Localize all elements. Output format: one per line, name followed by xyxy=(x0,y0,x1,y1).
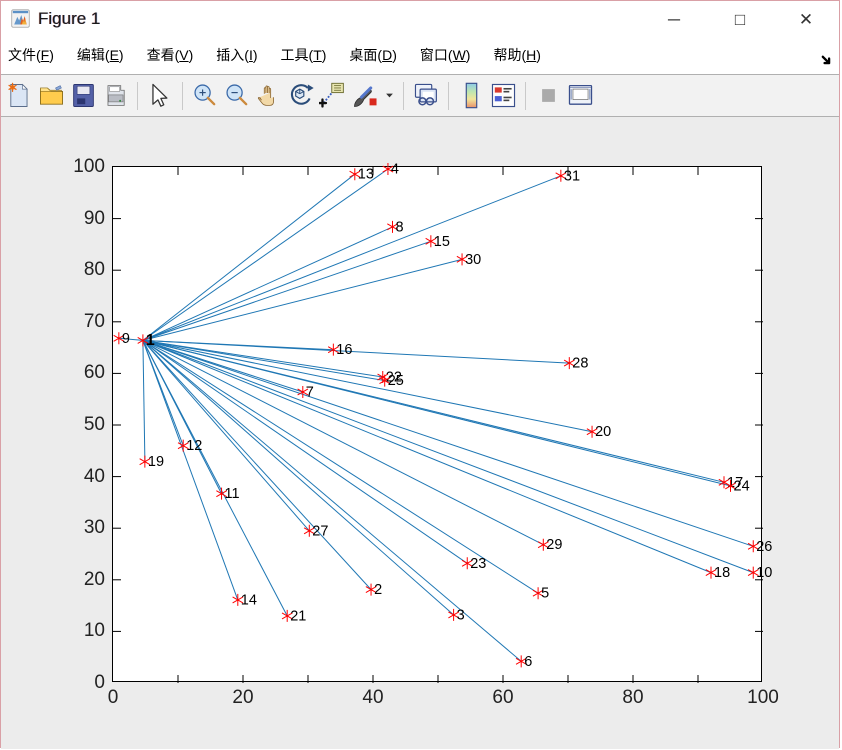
svg-text:3: 3 xyxy=(457,607,465,623)
svg-text:24: 24 xyxy=(734,478,750,494)
svg-text:20: 20 xyxy=(595,424,611,440)
svg-text:2: 2 xyxy=(374,582,382,598)
svg-text:25: 25 xyxy=(388,373,404,389)
svg-text:26: 26 xyxy=(756,539,772,555)
svg-text:30: 30 xyxy=(465,252,481,268)
svg-text:28: 28 xyxy=(572,356,588,372)
svg-text:31: 31 xyxy=(564,168,580,184)
svg-text:6: 6 xyxy=(524,654,532,670)
svg-text:15: 15 xyxy=(434,234,450,250)
svg-text:27: 27 xyxy=(312,523,328,539)
svg-text:1: 1 xyxy=(146,332,155,349)
svg-text:4: 4 xyxy=(391,162,399,178)
svg-text:16: 16 xyxy=(336,342,352,358)
svg-text:12: 12 xyxy=(186,438,202,454)
svg-text:10: 10 xyxy=(756,565,772,581)
svg-text:19: 19 xyxy=(148,454,164,470)
svg-text:23: 23 xyxy=(470,556,486,572)
svg-text:13: 13 xyxy=(358,167,374,183)
svg-text:29: 29 xyxy=(546,537,562,553)
svg-text:7: 7 xyxy=(306,385,314,401)
svg-text:8: 8 xyxy=(396,219,404,235)
svg-text:21: 21 xyxy=(290,608,306,624)
svg-text:9: 9 xyxy=(122,331,130,347)
svg-text:11: 11 xyxy=(225,486,240,502)
svg-text:18: 18 xyxy=(714,565,730,581)
svg-text:5: 5 xyxy=(541,586,549,602)
svg-text:14: 14 xyxy=(241,592,257,608)
